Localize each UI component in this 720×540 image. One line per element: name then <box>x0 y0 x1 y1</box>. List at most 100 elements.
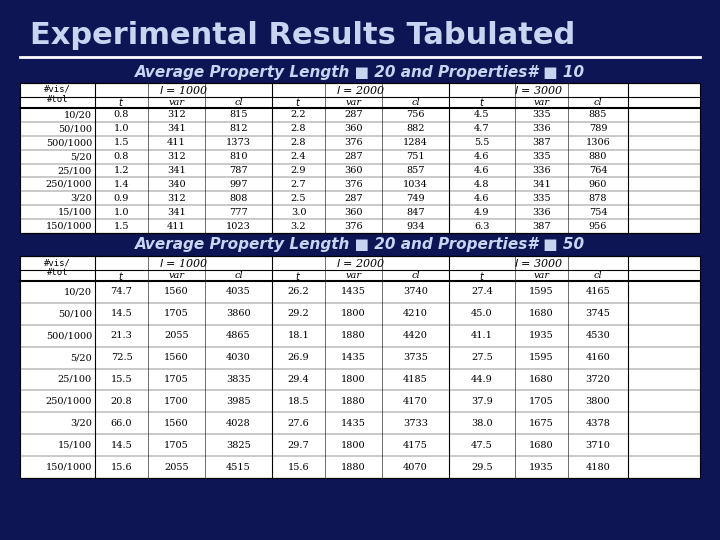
Text: 411: 411 <box>167 221 186 231</box>
Text: 5.5: 5.5 <box>474 138 490 147</box>
Text: 1435: 1435 <box>341 353 366 362</box>
Text: 1880: 1880 <box>341 463 366 471</box>
Text: cl: cl <box>234 98 243 107</box>
Text: 341: 341 <box>167 208 186 217</box>
Text: 1.5: 1.5 <box>114 138 130 147</box>
Text: 4160: 4160 <box>585 353 611 362</box>
Text: 997: 997 <box>229 180 248 189</box>
Text: 4865: 4865 <box>226 331 251 340</box>
Text: 4210: 4210 <box>403 309 428 319</box>
Text: 4.8: 4.8 <box>474 180 490 189</box>
Text: 341: 341 <box>167 124 186 133</box>
Text: 3860: 3860 <box>226 309 251 319</box>
Text: 15/100: 15/100 <box>58 208 92 217</box>
Text: 26.9: 26.9 <box>288 353 310 362</box>
Text: 749: 749 <box>406 194 425 203</box>
Text: 1.5: 1.5 <box>114 221 130 231</box>
Text: var: var <box>168 271 184 280</box>
Text: 376: 376 <box>344 180 363 189</box>
Text: 25/100: 25/100 <box>58 375 92 384</box>
Text: $l$ = 2000: $l$ = 2000 <box>336 84 385 96</box>
Text: 4180: 4180 <box>585 463 611 471</box>
Text: var: var <box>168 98 184 107</box>
Text: 764: 764 <box>589 166 607 175</box>
Text: cl: cl <box>411 98 420 107</box>
Text: 18.5: 18.5 <box>288 397 310 406</box>
Bar <box>20 235 700 255</box>
Text: 2.7: 2.7 <box>291 180 306 189</box>
Text: 44.9: 44.9 <box>471 375 493 384</box>
Text: 1034: 1034 <box>403 180 428 189</box>
Text: 50/100: 50/100 <box>58 124 92 133</box>
Text: 27.5: 27.5 <box>471 353 493 362</box>
Text: 29.4: 29.4 <box>287 375 310 384</box>
Text: 2.8: 2.8 <box>291 138 306 147</box>
Text: 789: 789 <box>589 124 607 133</box>
Text: var: var <box>346 271 361 280</box>
Text: 72.5: 72.5 <box>111 353 132 362</box>
Text: 1284: 1284 <box>403 138 428 147</box>
Text: #vis/
#tot: #vis/ #tot <box>44 258 71 276</box>
Text: 3825: 3825 <box>226 441 251 450</box>
Text: 411: 411 <box>167 138 186 147</box>
Text: 287: 287 <box>344 194 363 203</box>
Text: var: var <box>534 98 549 107</box>
Text: 15.6: 15.6 <box>288 463 310 471</box>
Text: 1700: 1700 <box>164 397 189 406</box>
Text: 312: 312 <box>167 194 186 203</box>
Text: 360: 360 <box>344 124 363 133</box>
Text: 387: 387 <box>532 138 551 147</box>
Text: 25/100: 25/100 <box>58 166 92 175</box>
Text: 4.6: 4.6 <box>474 194 490 203</box>
Text: 4420: 4420 <box>403 331 428 340</box>
Text: 1705: 1705 <box>164 441 189 450</box>
Text: 312: 312 <box>167 152 186 161</box>
Text: 1595: 1595 <box>529 353 554 362</box>
Text: 500/1000: 500/1000 <box>46 331 92 340</box>
Text: 960: 960 <box>589 180 607 189</box>
Text: $l$ = 3000: $l$ = 3000 <box>514 84 563 96</box>
Text: 4035: 4035 <box>226 287 251 296</box>
Text: 376: 376 <box>344 138 363 147</box>
Text: 50/100: 50/100 <box>58 309 92 319</box>
Text: Average Property Length ■ 20 and Properties# ■ 50: Average Property Length ■ 20 and Propert… <box>135 238 585 253</box>
Text: 3740: 3740 <box>403 287 428 296</box>
Text: #vis/
#tol: #vis/ #tol <box>44 85 71 104</box>
Text: 5/20: 5/20 <box>71 353 92 362</box>
Text: 335: 335 <box>532 194 551 203</box>
Text: 47.5: 47.5 <box>471 441 493 450</box>
Text: 1435: 1435 <box>341 287 366 296</box>
Text: 2.8: 2.8 <box>291 124 306 133</box>
Text: 3733: 3733 <box>403 419 428 428</box>
Text: 29.2: 29.2 <box>287 309 310 319</box>
Text: 1800: 1800 <box>341 441 366 450</box>
Text: 376: 376 <box>344 221 363 231</box>
Text: 4.7: 4.7 <box>474 124 490 133</box>
Text: 4515: 4515 <box>226 463 251 471</box>
Text: 0.9: 0.9 <box>114 194 129 203</box>
Text: 812: 812 <box>229 124 248 133</box>
Text: $t$: $t$ <box>295 97 302 109</box>
Text: 1595: 1595 <box>529 287 554 296</box>
Text: 4170: 4170 <box>403 397 428 406</box>
Text: 3720: 3720 <box>585 375 611 384</box>
Text: 756: 756 <box>406 111 425 119</box>
Text: 2.5: 2.5 <box>291 194 306 203</box>
Text: 1.2: 1.2 <box>114 166 130 175</box>
Text: 777: 777 <box>229 208 248 217</box>
Text: $l$ = 2000: $l$ = 2000 <box>336 257 385 269</box>
Text: 29.7: 29.7 <box>287 441 310 450</box>
Text: $l$ = 3000: $l$ = 3000 <box>514 257 563 269</box>
Text: 1680: 1680 <box>529 375 554 384</box>
Text: 45.0: 45.0 <box>471 309 492 319</box>
Text: 38.0: 38.0 <box>471 419 492 428</box>
Text: 3735: 3735 <box>403 353 428 362</box>
Text: 3.0: 3.0 <box>291 208 306 217</box>
Text: 1705: 1705 <box>529 397 554 406</box>
Text: 1800: 1800 <box>341 375 366 384</box>
Text: 1.4: 1.4 <box>114 180 130 189</box>
Bar <box>20 83 700 233</box>
Text: 880: 880 <box>589 152 607 161</box>
Text: 341: 341 <box>167 166 186 175</box>
Text: 1560: 1560 <box>164 353 189 362</box>
